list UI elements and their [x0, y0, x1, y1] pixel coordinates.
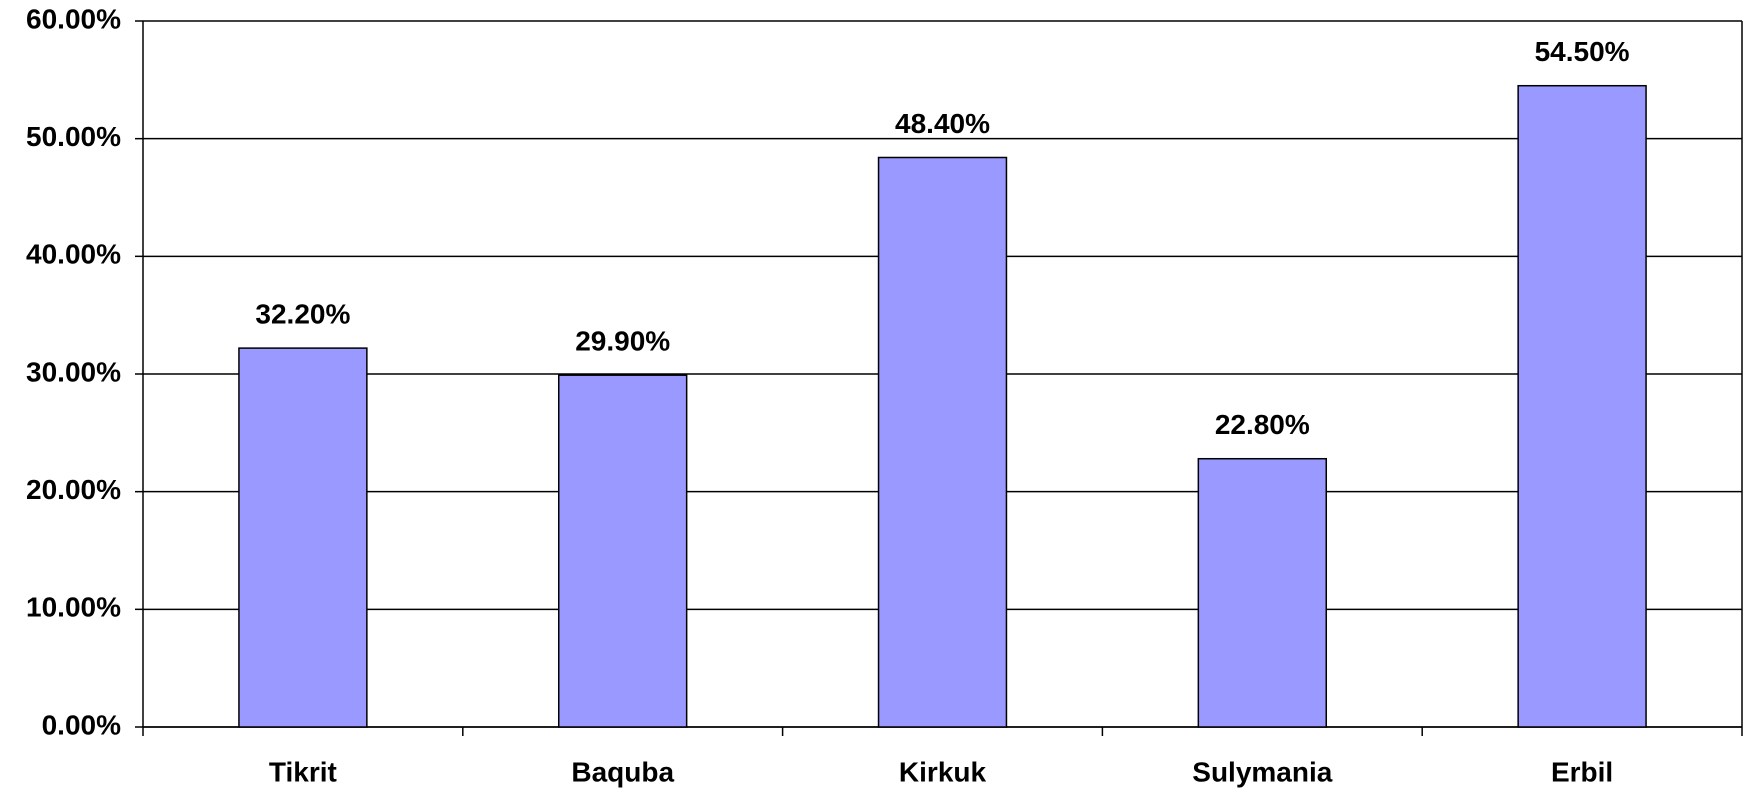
bar	[557, 374, 688, 728]
bar	[1517, 84, 1647, 728]
y-tick-label: 0.00%	[42, 709, 121, 740]
x-tick-label: Sulymania	[1192, 756, 1332, 787]
y-tick-label: 40.00%	[26, 239, 121, 270]
bar	[877, 156, 1008, 728]
x-tick-label: Erbil	[1551, 756, 1613, 787]
data-label: 29.90%	[575, 326, 670, 357]
data-label: 22.80%	[1215, 409, 1310, 440]
y-tick-label: 30.00%	[26, 356, 121, 387]
data-label: 32.20%	[255, 299, 350, 330]
x-tick-label: Kirkuk	[899, 756, 987, 787]
bar	[238, 347, 368, 728]
y-tick-label: 10.00%	[26, 592, 121, 623]
x-tick-label: Baquba	[571, 756, 674, 787]
data-label: 48.40%	[895, 108, 990, 139]
data-label: 54.50%	[1535, 36, 1630, 67]
x-tick-label: Tikrit	[269, 756, 337, 787]
y-tick-label: 20.00%	[26, 474, 121, 505]
y-tick-label: 60.00%	[26, 3, 121, 34]
bar	[1197, 457, 1328, 728]
y-tick-label: 50.00%	[26, 121, 121, 152]
